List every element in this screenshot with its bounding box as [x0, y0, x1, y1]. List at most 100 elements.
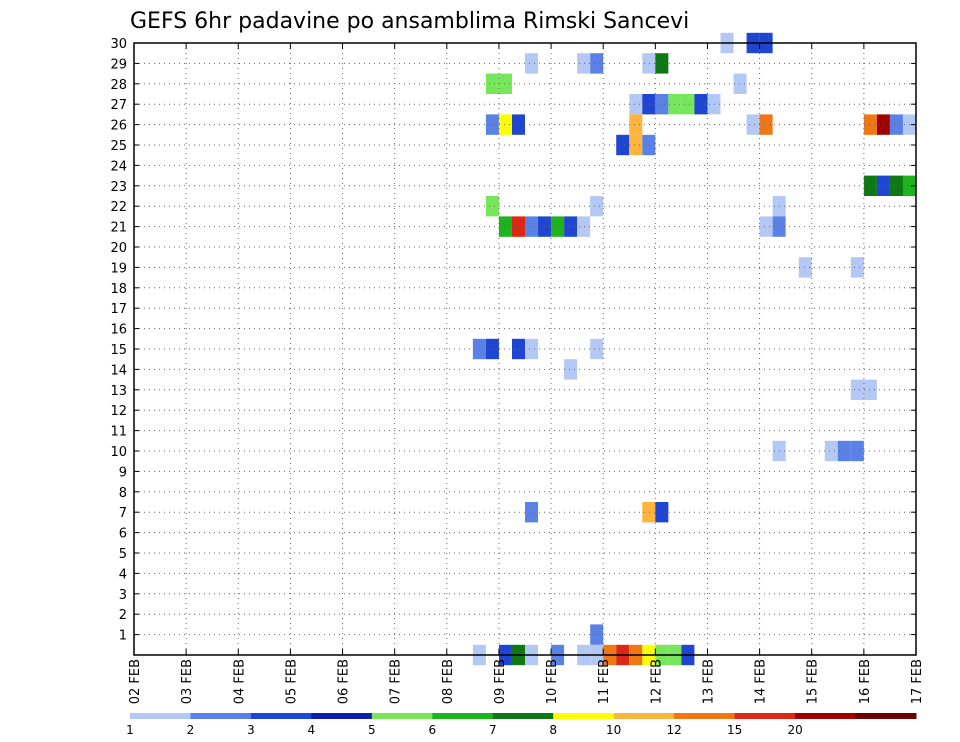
x-tick-label: 14 FEB [754, 659, 769, 704]
data-cell [642, 94, 656, 115]
colorbar-segment [130, 713, 191, 719]
y-tick-label: 21 [110, 221, 127, 236]
data-cell [759, 114, 773, 135]
colorbar-label: 10 [606, 723, 621, 737]
y-tick-label: 29 [110, 57, 127, 72]
x-tick-label: 06 FEB [337, 659, 352, 704]
colorbar-label: 12 [667, 723, 682, 737]
data-cell [525, 502, 539, 523]
data-cell [629, 94, 643, 115]
colorbar: 1 2 3 4 5 6 7 8 10 12 15 20 [126, 713, 917, 737]
y-tick-label: 7 [119, 506, 127, 521]
data-cell [850, 440, 864, 462]
data-cell [707, 94, 721, 115]
data-cell [759, 216, 773, 237]
data-cell [590, 196, 604, 217]
colorbar-segment [553, 713, 615, 719]
data-cell [850, 257, 864, 278]
grid-lines [134, 43, 916, 655]
colorbar-segment [734, 713, 796, 719]
data-cell [498, 216, 512, 237]
data-cell [642, 502, 656, 523]
y-axis-ticks: 1234567891011121314151617181920212223242… [110, 37, 916, 644]
colorbar-segment [311, 713, 373, 719]
data-cell [655, 53, 669, 74]
y-tick-label: 6 [119, 527, 127, 542]
colorbar-label: 8 [549, 723, 557, 737]
data-cell [511, 338, 525, 360]
data-cell [525, 216, 539, 237]
data-cell [746, 114, 760, 135]
data-cell [525, 53, 539, 74]
y-tick-label: 28 [110, 78, 127, 93]
colorbar-label: 5 [368, 723, 376, 737]
x-tick-label: 04 FEB [232, 659, 247, 704]
data-cell [694, 94, 708, 115]
x-tick-label: 16 FEB [858, 659, 873, 704]
x-tick-label: 07 FEB [389, 659, 404, 704]
x-tick-label: 13 FEB [702, 659, 717, 704]
y-tick-label: 27 [110, 98, 127, 113]
data-cell [485, 114, 499, 135]
y-tick-label: 13 [110, 384, 127, 399]
y-tick-label: 10 [110, 445, 127, 460]
x-axis-ticks: 02 FEB 03 FEB 04 FEB 05 FEB 06 FEB 07 FEB 08 F… [128, 43, 925, 704]
y-tick-label: 15 [110, 343, 127, 358]
data-cell [590, 53, 604, 74]
colorbar-label: 1 [126, 723, 134, 737]
data-cell [498, 73, 512, 94]
y-tick-label: 22 [110, 200, 127, 215]
y-tick-label: 8 [119, 486, 127, 501]
x-tick-label: 02 FEB [128, 659, 143, 704]
data-cell [498, 114, 512, 135]
data-cell [863, 114, 877, 135]
y-tick-label: 1 [119, 629, 127, 644]
y-tick-label: 14 [110, 363, 127, 378]
colorbar-segment [432, 713, 494, 719]
colorbar-label: 20 [787, 723, 802, 737]
colorbar-label: 7 [489, 723, 497, 737]
data-cell [511, 114, 525, 135]
x-tick-label: 11 FEB [597, 659, 612, 704]
data-cell [824, 440, 838, 462]
data-cell [485, 196, 499, 217]
data-cell [863, 379, 877, 400]
data-cell [733, 73, 747, 94]
x-tick-label: 05 FEB [284, 659, 299, 704]
data-cell [876, 175, 890, 196]
x-tick-label: 15 FEB [806, 659, 821, 704]
x-tick-label: 08 FEB [441, 659, 456, 704]
y-tick-label: 17 [110, 302, 127, 317]
y-tick-label: 2 [119, 608, 127, 623]
data-cells [472, 32, 916, 666]
data-cell [798, 257, 812, 278]
y-tick-label: 18 [110, 282, 127, 297]
colorbar-label: 15 [727, 723, 742, 737]
colorbar-label: 2 [187, 723, 195, 737]
data-cell [655, 94, 669, 115]
y-tick-label: 9 [119, 465, 127, 480]
x-tick-label: 12 FEB [649, 659, 664, 704]
y-tick-label: 26 [110, 119, 127, 134]
data-cell [511, 216, 525, 237]
colorbar-segment [674, 713, 736, 719]
data-cell [642, 53, 656, 74]
colorbar-segment [855, 713, 917, 719]
x-tick-label: 17 FEB [910, 659, 925, 704]
y-tick-label: 24 [110, 159, 127, 174]
y-tick-label: 5 [119, 547, 127, 562]
data-cell [629, 114, 643, 135]
y-tick-label: 19 [110, 261, 127, 276]
colorbar-label: 6 [428, 723, 436, 737]
data-cell [525, 338, 539, 360]
y-tick-label: 23 [110, 180, 127, 195]
x-tick-label: 09 FEB [493, 659, 508, 704]
chart-title: GEFS 6hr padavine po ansamblima Rimski S… [130, 9, 689, 34]
y-tick-label: 11 [110, 425, 127, 440]
colorbar-segment [492, 713, 554, 719]
data-cell [577, 53, 591, 74]
data-cell [616, 134, 630, 156]
data-cell [889, 175, 903, 196]
data-cell [577, 216, 591, 237]
